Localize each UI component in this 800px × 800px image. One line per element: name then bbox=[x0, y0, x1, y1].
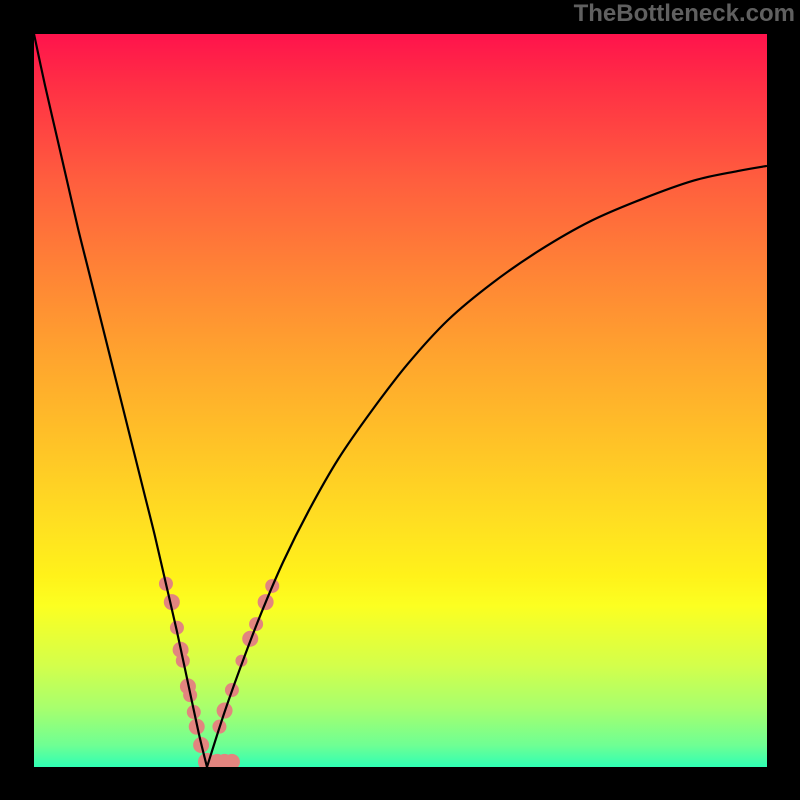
curve-layer bbox=[34, 34, 767, 767]
curve-right-branch bbox=[207, 166, 767, 767]
chart-frame: TheBottleneck.com bbox=[0, 0, 800, 800]
watermark-text: TheBottleneck.com bbox=[574, 0, 795, 28]
marker-group bbox=[159, 577, 279, 767]
plot-area bbox=[34, 34, 767, 767]
